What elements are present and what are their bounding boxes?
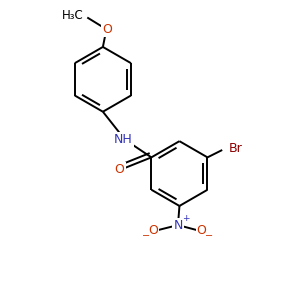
Text: H₃C: H₃C: [62, 9, 84, 22]
Text: −: −: [142, 231, 150, 241]
Text: N: N: [173, 219, 183, 232]
Text: Br: Br: [229, 142, 242, 155]
Text: O: O: [115, 163, 124, 176]
Text: O: O: [196, 224, 206, 237]
Text: NH: NH: [114, 133, 133, 146]
Text: O: O: [102, 23, 112, 36]
Text: O: O: [148, 224, 158, 237]
Text: −: −: [205, 231, 213, 241]
Text: +: +: [182, 214, 189, 223]
